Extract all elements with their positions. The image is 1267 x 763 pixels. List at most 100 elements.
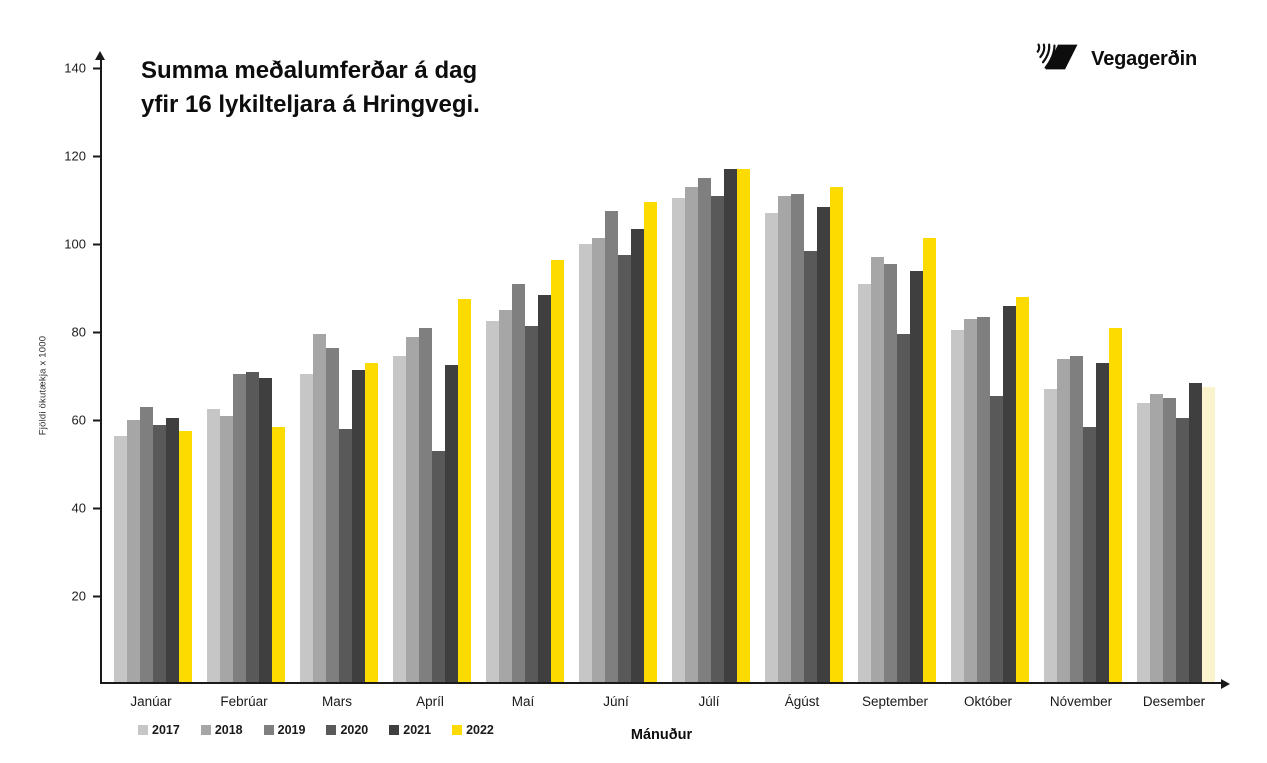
month-label-nóvember: Nóvember [1049,694,1113,709]
bar-mars-2019 [326,347,339,682]
x-axis-title: Mánuður [630,727,693,743]
month-label-febrúar: Febrúar [220,694,268,709]
legend-swatch-2020 [326,725,337,735]
bar-september-2022 [923,237,936,682]
bar-ágúst-2020 [804,250,817,682]
y-tick-mark [93,67,100,69]
legend-swatch-2021 [389,725,400,735]
y-tick-mark [93,331,100,333]
y-axis-title: Fjöldi ökutækja x 1000 [37,335,49,436]
bar-apríl-2021 [445,365,458,682]
bar-apríl-2022 [458,299,471,682]
chart-title-line2: yfir 16 lykilteljara á Hringvegi. [141,91,480,118]
bar-september-2019 [884,264,897,682]
bar-group-nóvember [1044,327,1122,682]
bar-júlí-2021 [724,169,737,682]
bar-september-2021 [910,270,923,682]
y-tick-label-80: 80 [71,324,86,340]
y-tick-label-120: 120 [64,148,86,164]
y-tick-label-100: 100 [64,236,86,252]
bar-group-ágúst [765,187,843,682]
legend-label-2018: 2018 [214,723,243,737]
bar-nóvember-2017 [1044,389,1057,682]
bar-apríl-2019 [419,327,432,682]
bar-mars-2020 [339,429,352,682]
bar-september-2017 [858,283,871,682]
bar-október-2018 [964,319,977,682]
legend-swatch-2022 [452,725,463,735]
bar-júlí-2017 [672,198,685,682]
bar-febrúar-2021 [259,378,272,682]
bar-mars-2018 [313,334,326,682]
bar-janúar-2018 [127,420,140,682]
bar-nóvember-2021 [1096,363,1109,682]
bars-area [102,66,1223,682]
legend-label-2020: 2020 [340,723,369,737]
plot-area [100,58,1223,684]
chart-title-line1: Summa meðalumferðar á dag [141,57,478,84]
bar-ágúst-2022 [830,187,843,682]
bar-group-apríl [393,299,471,682]
bar-ágúst-2021 [817,206,830,682]
bar-febrúar-2018 [220,415,233,682]
bar-júní-2022 [644,202,657,682]
legend-swatch-2019 [263,725,274,735]
vegagerdin-stripes-icon [1035,42,1081,77]
bar-ágúst-2018 [778,195,791,682]
legend-swatch-2018 [200,725,211,735]
bar-janúar-2020 [153,424,166,682]
bar-júlí-2019 [698,178,711,682]
bar-janúar-2022 [179,431,192,682]
y-tick-100: 100 [64,237,100,252]
y-tick-mark [93,507,100,509]
bar-júlí-2020 [711,195,724,682]
month-label-október: Október [963,694,1013,709]
y-tick-mark [93,155,100,157]
bar-júní-2017 [579,244,592,682]
bar-október-2021 [1003,305,1016,682]
y-ticks: 20 40 60 80 100 120 140 [40,61,100,684]
month-label-september: September [861,694,929,709]
bar-júlí-2018 [685,187,698,682]
month-labels: Janúar Febrúar Mars Apríl Maí Júní Júlí Ágúst Se… [100,694,1223,709]
bar-apríl-2017 [393,356,406,682]
bar-mars-2022 [365,363,378,682]
bar-group-janúar [114,407,192,682]
bar-group-september [858,237,936,682]
bar-janúar-2021 [166,418,179,682]
bar-mars-2021 [352,369,365,682]
legend-swatch-2017 [138,725,148,735]
legend-item-2017: 2017 [138,723,180,737]
legend-label-2019: 2019 [277,723,306,737]
y-tick-120: 120 [64,149,100,164]
bar-maí-2021 [538,294,551,682]
y-tick-60: 60 [72,413,100,428]
bar-febrúar-2017 [207,409,220,682]
month-label-maí: Maí [511,694,535,709]
bar-desember-2022 [1202,387,1215,682]
bar-group-mars [300,334,378,682]
y-tick-mark [93,595,100,597]
x-axis-arrow [1221,679,1230,689]
month-label-júlí: Júlí [698,694,720,709]
bar-group-maí [486,259,564,682]
bar-október-2017 [951,330,964,682]
legend-item-2022: 2022 [452,723,494,737]
y-tick-label-140: 140 [64,60,86,76]
bar-desember-2018 [1150,393,1163,682]
bar-febrúar-2022 [272,426,285,682]
bar-janúar-2019 [140,407,153,682]
logo-text: Vegagerðin [1091,48,1197,70]
bar-júní-2020 [618,255,631,682]
month-label-júní: Júní [603,694,629,709]
y-tick-mark [93,243,100,245]
bar-nóvember-2022 [1109,327,1122,682]
month-label-ágúst: Ágúst [784,694,820,709]
bar-nóvember-2019 [1070,356,1083,682]
y-tick-label-20: 20 [71,588,86,604]
bar-maí-2018 [499,310,512,682]
bar-desember-2017 [1137,402,1150,682]
bar-febrúar-2020 [246,371,259,682]
month-label-mars: Mars [322,694,352,709]
month-label-desember: Desember [1142,694,1206,709]
